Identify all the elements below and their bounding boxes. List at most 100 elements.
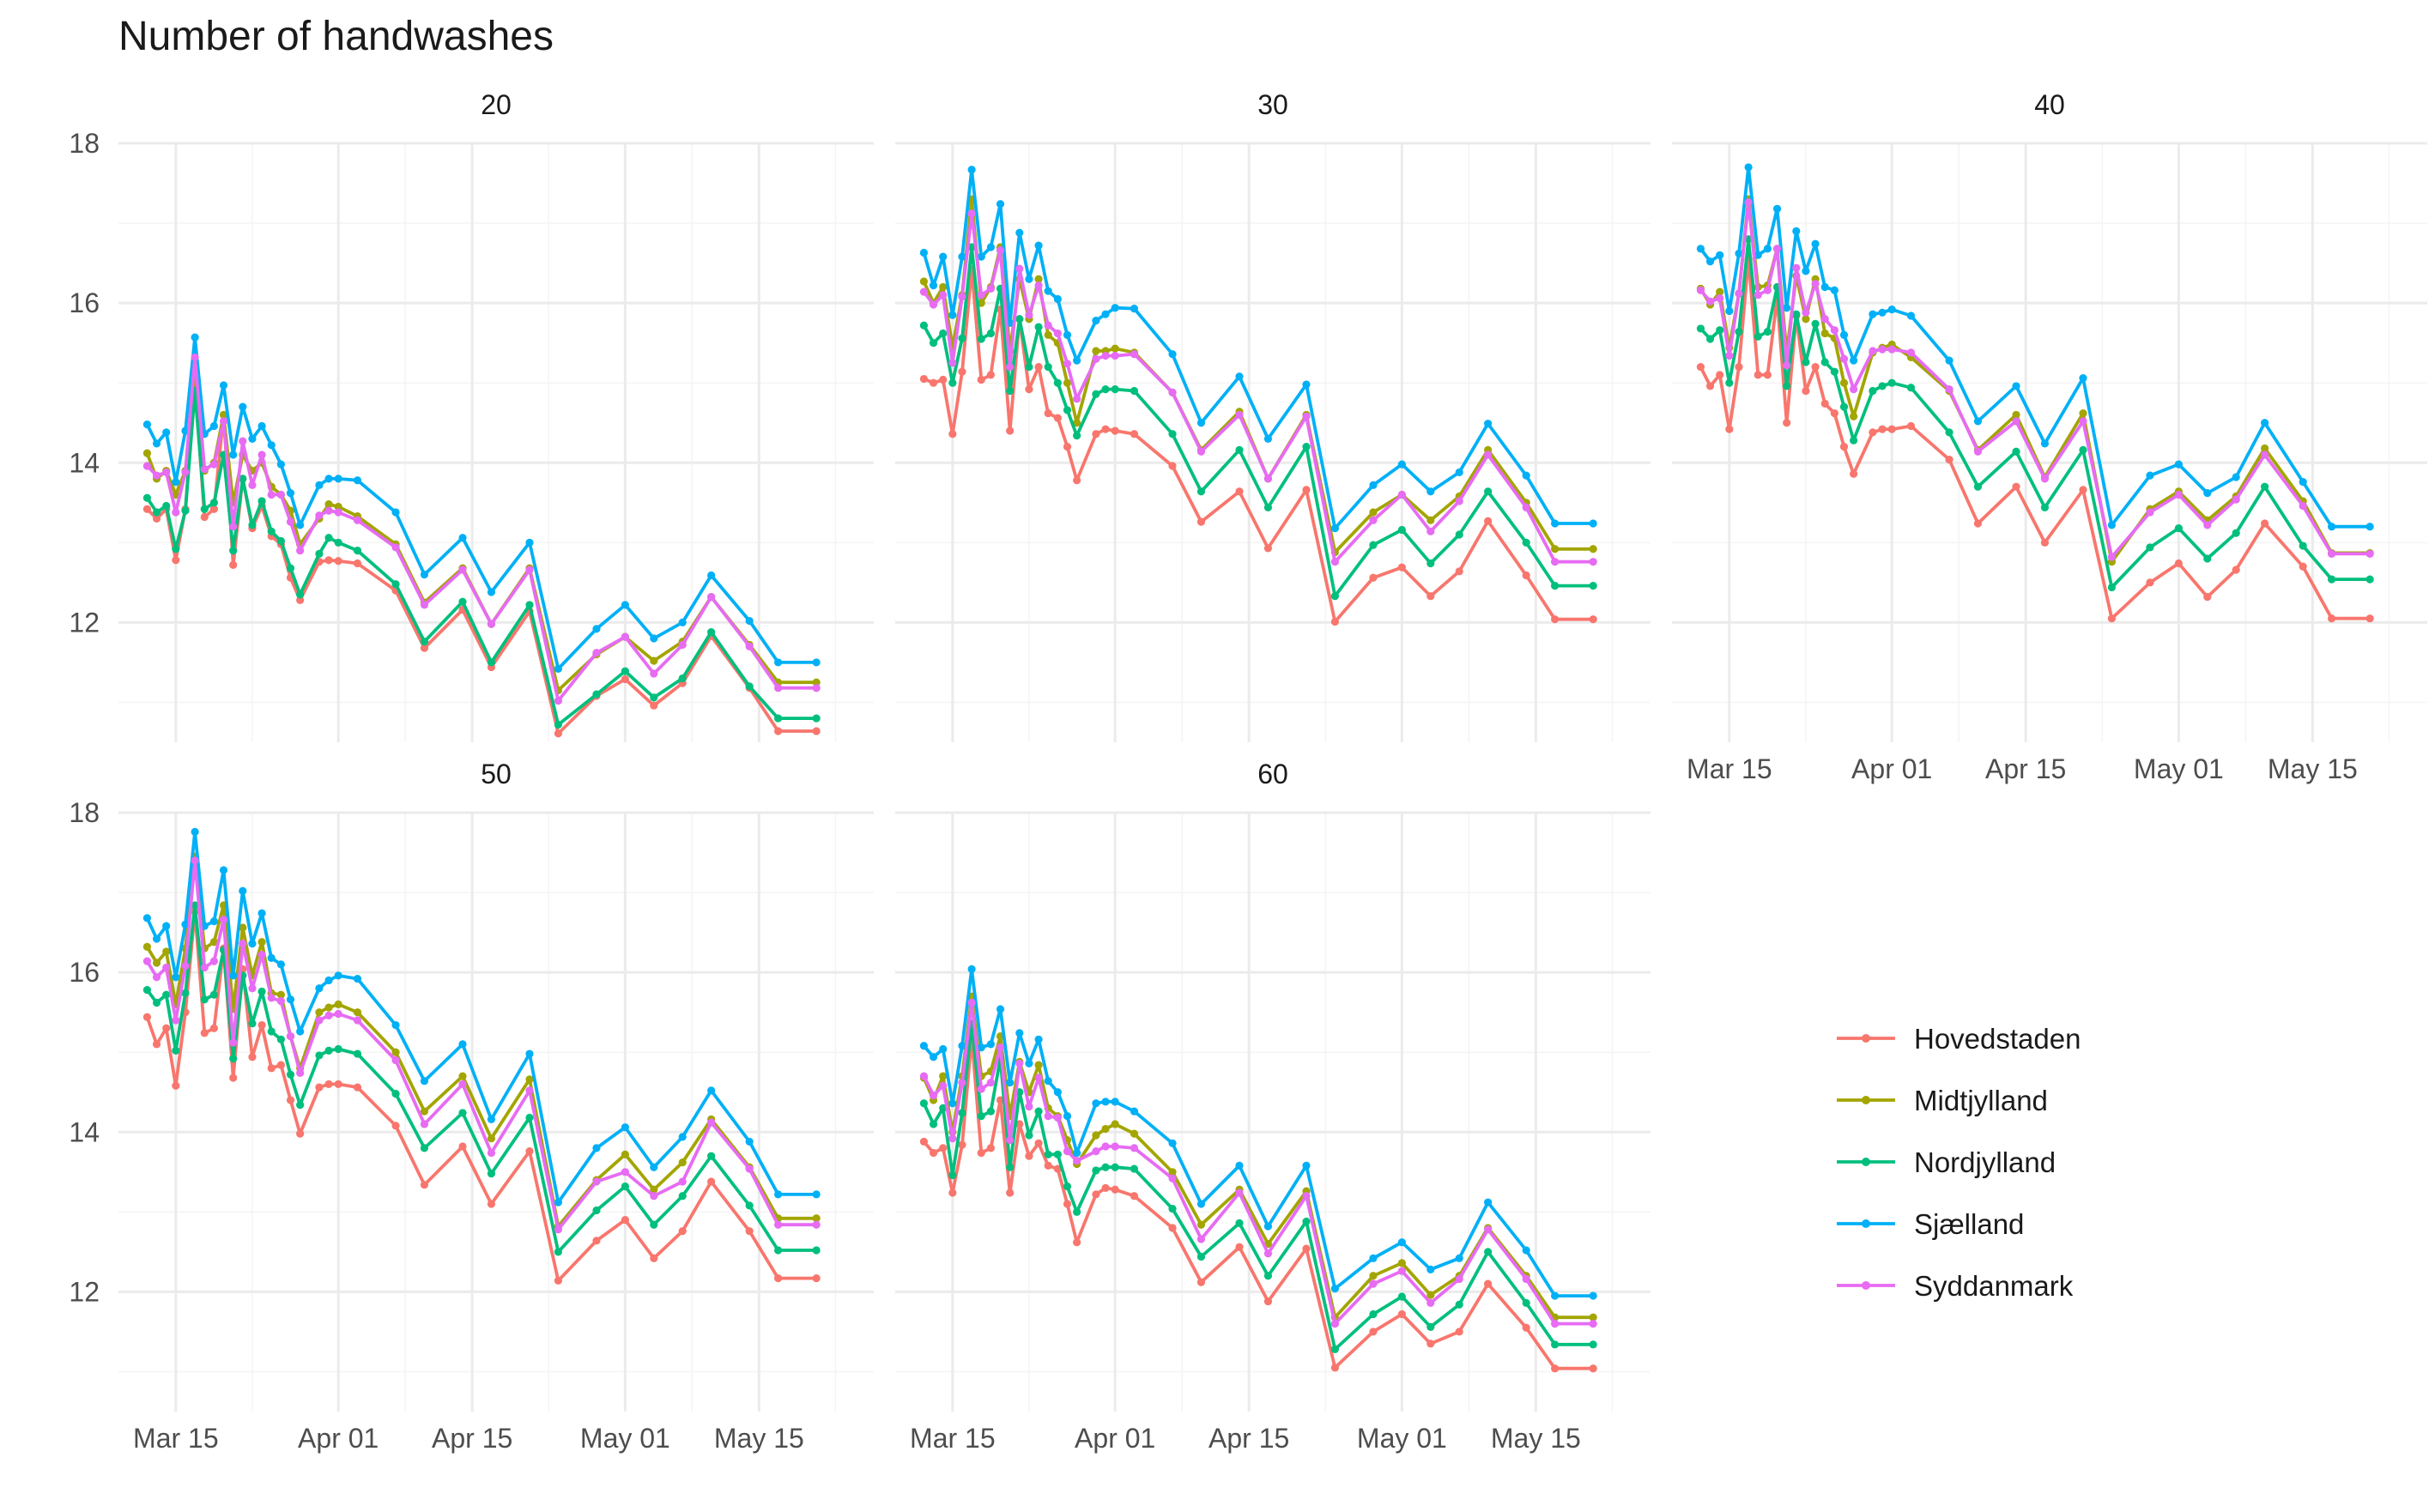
- data-point: [1006, 1188, 1015, 1197]
- data-point: [1878, 308, 1887, 317]
- data-point: [1830, 367, 1838, 376]
- data-point: [276, 460, 285, 469]
- data-point: [276, 990, 285, 999]
- data-point: [1455, 530, 1463, 539]
- data-point: [939, 1044, 948, 1054]
- data-point: [315, 1051, 324, 1060]
- data-point: [334, 538, 342, 547]
- data-point: [1101, 310, 1110, 318]
- data-point: [334, 475, 342, 483]
- data-point: [420, 1107, 429, 1116]
- data-point: [919, 277, 929, 286]
- data-point: [142, 1013, 152, 1021]
- data-point: [1887, 425, 1896, 433]
- data-point: [525, 565, 534, 574]
- data-point: [200, 465, 209, 474]
- data-point: [1484, 1279, 1493, 1288]
- data-point: [2040, 475, 2050, 483]
- data-point: [2261, 451, 2269, 459]
- data-point: [229, 547, 238, 555]
- data-point: [1869, 310, 1877, 318]
- data-point: [948, 1188, 957, 1197]
- data-point: [948, 1170, 957, 1180]
- data-point: [621, 1150, 629, 1158]
- data-point: [2107, 553, 2117, 561]
- data-point: [1101, 385, 1110, 394]
- data-point: [229, 560, 238, 569]
- data-point: [774, 1190, 783, 1199]
- data-point: [1551, 519, 1560, 528]
- data-point: [458, 534, 467, 542]
- y-tick-label: 18: [69, 797, 100, 828]
- data-point: [353, 974, 362, 983]
- data-point: [1053, 1113, 1062, 1122]
- data-point: [554, 1198, 563, 1207]
- data-point: [1092, 1099, 1100, 1108]
- data-point: [1034, 1107, 1043, 1116]
- data-point: [967, 243, 976, 251]
- data-point: [1522, 571, 1530, 580]
- data-point: [1044, 1161, 1052, 1170]
- legend-label: Syddanmark: [1914, 1270, 2074, 1302]
- data-point: [948, 359, 957, 367]
- data-point: [1455, 468, 1463, 477]
- data-point: [650, 1254, 658, 1262]
- data-point: [1744, 163, 1753, 172]
- data-point: [1369, 1309, 1378, 1319]
- data-point: [286, 995, 295, 1004]
- data-point: [2107, 521, 2117, 529]
- data-point: [2146, 508, 2154, 517]
- data-point: [1397, 1309, 1406, 1319]
- data-point: [939, 1104, 948, 1112]
- data-point: [1455, 1254, 1463, 1262]
- data-point: [172, 1016, 180, 1025]
- data-point: [967, 998, 976, 1007]
- data-point: [1783, 382, 1791, 390]
- data-point: [1263, 1272, 1273, 1280]
- data-point: [1484, 420, 1493, 428]
- data-point: [977, 252, 985, 261]
- data-point: [621, 1168, 629, 1176]
- data-point: [1802, 315, 1810, 324]
- data-point: [939, 252, 948, 261]
- data-point: [487, 1170, 496, 1178]
- data-point: [1063, 1182, 1072, 1191]
- data-point: [1111, 1185, 1119, 1194]
- data-point: [1589, 1364, 1597, 1373]
- data-point: [1196, 1220, 1206, 1229]
- x-tick-label: Mar 15: [910, 1423, 996, 1454]
- data-point: [2232, 565, 2240, 574]
- data-point: [239, 475, 247, 483]
- data-point: [1397, 1259, 1406, 1267]
- data-point: [162, 501, 171, 511]
- data-point: [1426, 1291, 1435, 1299]
- data-point: [209, 460, 218, 469]
- data-point: [1772, 245, 1782, 253]
- data-point: [1111, 1098, 1119, 1106]
- data-point: [1015, 264, 1024, 273]
- data-point: [324, 506, 333, 515]
- data-point: [172, 556, 180, 565]
- data-point: [812, 727, 821, 735]
- data-point: [1369, 481, 1378, 489]
- data-point: [229, 971, 238, 980]
- data-point: [257, 421, 266, 431]
- data-point: [1973, 519, 1983, 528]
- data-point: [1397, 1238, 1406, 1247]
- data-point: [1101, 1142, 1110, 1151]
- data-point: [977, 375, 985, 384]
- data-point: [1522, 1274, 1530, 1284]
- data-point: [219, 410, 228, 420]
- data-point: [239, 402, 247, 411]
- data-point: [1168, 430, 1177, 438]
- data-point: [1302, 443, 1311, 451]
- data-point: [1073, 1148, 1081, 1158]
- data-point: [774, 658, 783, 667]
- data-point: [958, 252, 966, 261]
- data-point: [239, 923, 247, 932]
- data-point: [1830, 326, 1838, 335]
- data-point: [986, 243, 995, 251]
- data-point: [1455, 567, 1463, 576]
- data-point: [1025, 275, 1033, 283]
- data-point: [948, 1099, 957, 1108]
